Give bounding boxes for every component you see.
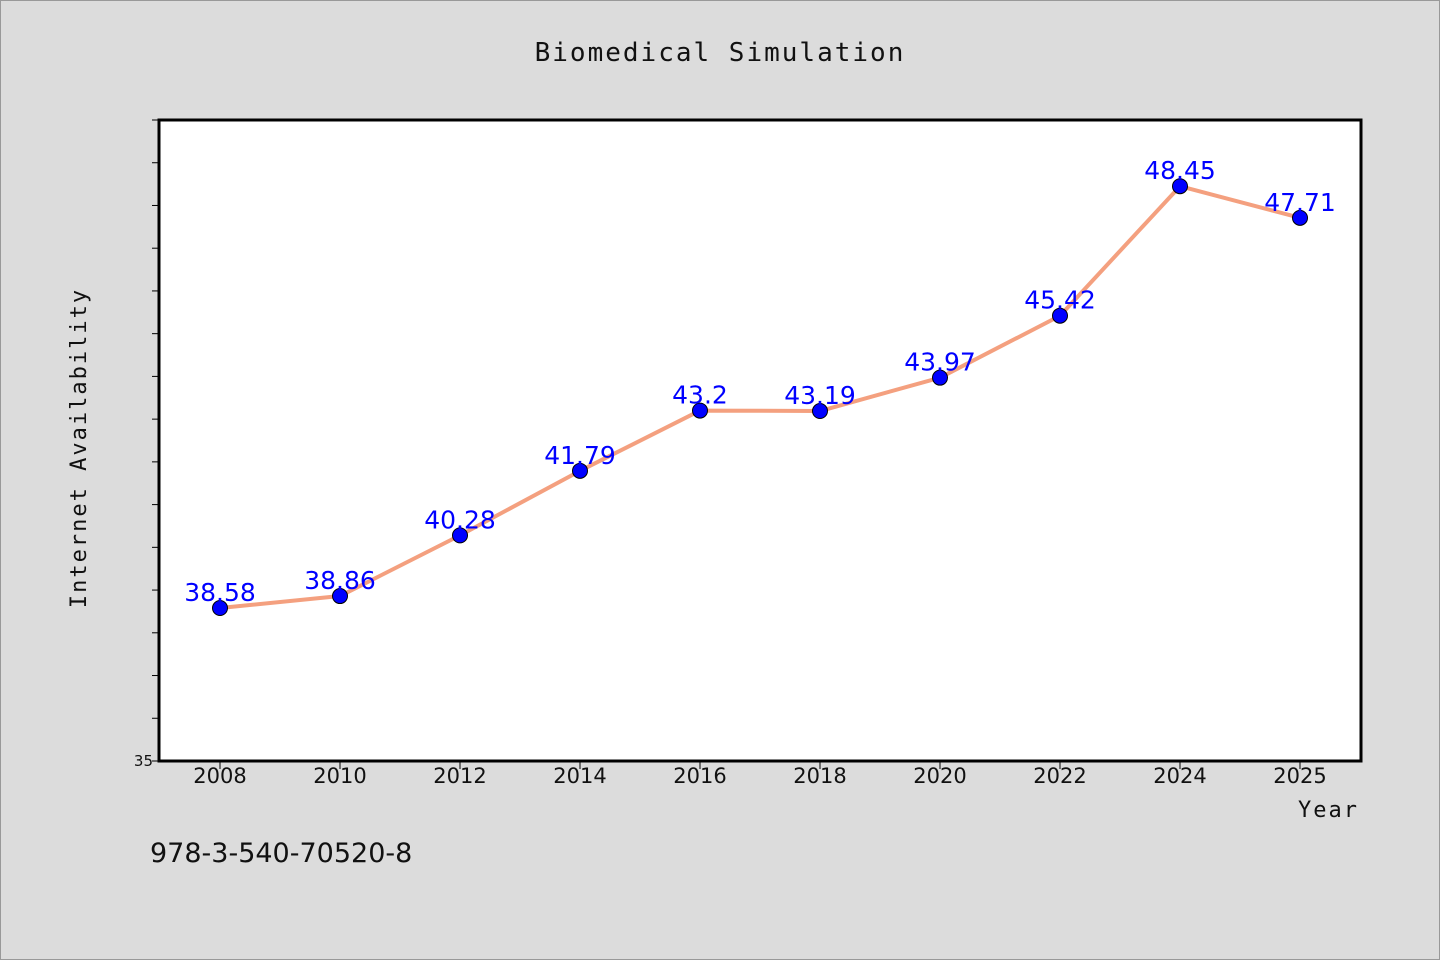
data-point (332, 588, 348, 605)
x-tick-label: 2025 (1273, 764, 1326, 788)
x-axis: 2008 2010 2012 2014 2016 2018 2020 2022 2024 2025 (193, 761, 1327, 788)
data-label: 43.19 (784, 381, 856, 410)
data-label: 40.28 (424, 505, 496, 534)
data-point (572, 462, 588, 479)
data-point (692, 402, 708, 419)
data-label: 45.42 (1024, 286, 1096, 315)
data-label: 48.45 (1144, 156, 1216, 185)
data-label: 43.97 (904, 348, 976, 377)
data-label: 43.2 (672, 381, 728, 410)
y-axis: 35 (134, 119, 159, 770)
x-tick-label: 2008 (193, 764, 246, 788)
x-tick-label: 2016 (673, 764, 726, 788)
data-label: 41.79 (544, 441, 616, 470)
data-label: 38.86 (304, 566, 376, 595)
series-line (218, 184, 1302, 611)
data-point (1172, 178, 1188, 195)
data-label: 38.58 (184, 578, 256, 607)
x-tick-label: 2010 (313, 764, 366, 788)
x-tick-label: 2020 (913, 764, 966, 788)
data-point (1292, 209, 1308, 226)
x-tick-label: 2018 (793, 764, 846, 788)
x-tick-label: 2024 (1153, 764, 1206, 788)
data-point (212, 600, 228, 617)
x-tick-label: 2014 (553, 764, 606, 788)
x-axis-label: Year (1298, 798, 1359, 823)
data-label: 47.71 (1264, 188, 1336, 217)
series (212, 178, 1308, 617)
data-point (932, 369, 948, 386)
x-tick-label: 2022 (1033, 764, 1086, 788)
x-tick-label: 2012 (433, 764, 486, 788)
chart-title: Biomedical Simulation (535, 38, 906, 68)
y-tick-label: 35 (134, 752, 153, 770)
data-labels: 38.58 38.86 40.28 41.79 43.2 43.19 43.97 45.42 4… (184, 156, 1336, 607)
plot-area (157, 118, 1363, 763)
isbn-note: 978-3-540-70520-8 (150, 838, 412, 869)
data-point (1052, 307, 1068, 324)
data-point (812, 403, 828, 420)
data-point (452, 527, 468, 544)
y-axis-label: Internet Availability (67, 288, 92, 608)
